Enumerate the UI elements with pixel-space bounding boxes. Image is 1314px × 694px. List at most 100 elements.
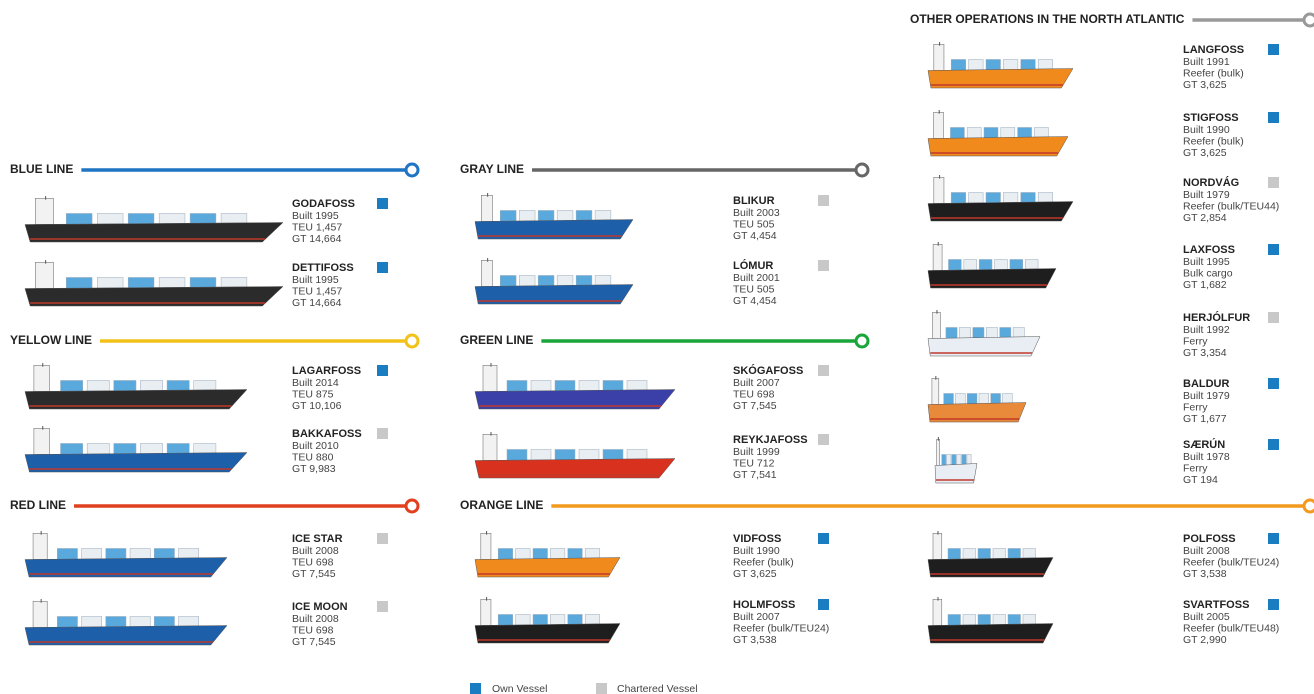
ship-illustration [928, 42, 1073, 88]
cargo [1003, 192, 1018, 203]
cargo [507, 449, 527, 460]
route-end [406, 500, 418, 512]
vessel-name: HERJÓLFUR [1183, 311, 1250, 324]
superstructure [934, 177, 944, 203]
vessel-detail: TEU 875 [292, 388, 334, 400]
cargo [533, 548, 548, 559]
vessel-detail: Built 1995 [292, 274, 339, 286]
vessel-name: GODAFOSS [292, 198, 355, 210]
ownership-marker [1268, 439, 1279, 450]
ownership-marker [377, 198, 388, 209]
page: Fleet {"sections":[ {"title":"BLUE LINE"… [0, 0, 1314, 694]
vessel-detail: Reefer (bulk/TEU24) [733, 622, 829, 634]
cargo [66, 277, 92, 288]
vessel-detail: GT 194 [1183, 474, 1218, 486]
vessel-detail: GT 7,541 [733, 469, 777, 481]
line-title: ORANGE LINE [460, 498, 543, 512]
cargo [538, 210, 554, 221]
vessel-detail: GT 7,545 [292, 636, 336, 648]
vessel-detail: Built 1992 [1183, 324, 1230, 336]
vessel-detail: GT 2,990 [1183, 634, 1227, 646]
ownership-marker [377, 262, 388, 273]
cargo [946, 327, 957, 338]
vessel-detail: TEU 698 [733, 388, 775, 400]
cargo [114, 380, 136, 391]
cargo [498, 548, 513, 559]
vessel-name: SÆRÚN [1183, 438, 1225, 451]
vessel-name: STIGFOSS [1183, 112, 1239, 124]
cargo [87, 380, 109, 391]
cargo [531, 449, 551, 460]
superstructure [937, 439, 940, 465]
ownership-marker [818, 533, 829, 544]
ownership-marker [818, 599, 829, 610]
line-title: GREEN LINE [460, 333, 533, 347]
cargo [97, 213, 123, 224]
cargo [61, 380, 83, 391]
line-title: BLUE LINE [10, 162, 73, 176]
cargo [948, 614, 961, 625]
vessel-name: LANGFOSS [1183, 44, 1244, 56]
vessel-detail: TEU 880 [292, 451, 334, 463]
cargo [159, 213, 185, 224]
cargo [82, 548, 102, 559]
legend-own-label: Own Vessel [492, 683, 547, 694]
cargo [948, 259, 961, 270]
vessel-detail: Reefer (bulk/TEU44) [1183, 200, 1279, 212]
cargo [550, 548, 565, 559]
cargo [964, 259, 977, 270]
ship-illustration [928, 175, 1073, 221]
cargo [531, 380, 551, 391]
ownership-marker [818, 365, 829, 376]
ship-illustration [475, 363, 675, 409]
vessel-detail: TEU 505 [733, 283, 775, 295]
line-title: GRAY LINE [460, 162, 524, 176]
ship-illustration [928, 597, 1053, 643]
vessel-detail: GT 14,664 [292, 233, 342, 245]
cargo [1001, 127, 1015, 138]
cargo [557, 275, 573, 286]
ownership-marker [377, 601, 388, 612]
ship-illustration [25, 599, 227, 645]
cargo [550, 614, 565, 625]
vessel-detail: Built 2001 [733, 272, 780, 284]
cargo [993, 614, 1006, 625]
vessel-detail: Reefer (bulk/TEU48) [1183, 622, 1279, 634]
cargo [498, 614, 513, 625]
cargo [97, 277, 123, 288]
ship-illustration [25, 196, 283, 242]
superstructure [481, 195, 492, 221]
vessel-name: DETTIFOSS [292, 262, 354, 274]
vessel-detail: TEU 712 [733, 457, 775, 469]
cargo [516, 548, 531, 559]
vessel-name: BALDUR [1183, 378, 1229, 390]
cargo [130, 616, 150, 627]
cargo [66, 213, 92, 224]
vessel-detail: GT 1,677 [1183, 413, 1227, 425]
cargo [957, 454, 961, 465]
cargo [140, 443, 162, 454]
ownership-marker [818, 434, 829, 445]
vessel-detail: Built 2005 [1183, 611, 1230, 623]
cargo [128, 213, 154, 224]
vessel-detail: GT 14,664 [292, 297, 342, 309]
vessel-detail: GT 4,454 [733, 230, 777, 242]
ship-illustration [475, 258, 633, 304]
cargo [978, 614, 991, 625]
vessel-detail: Ferry [1183, 335, 1208, 347]
cargo [538, 275, 554, 286]
cargo [947, 454, 951, 465]
vessel-detail: GT 10,106 [292, 400, 342, 412]
vessel-detail: Ferry [1183, 401, 1208, 413]
cargo [87, 443, 109, 454]
superstructure [483, 434, 497, 460]
vessel-name: NORDVÁG [1183, 176, 1239, 189]
ship-illustration [475, 597, 620, 643]
superstructure [33, 533, 47, 559]
cargo [951, 192, 966, 203]
cargo [557, 210, 573, 221]
vessel-detail: TEU 1,457 [292, 221, 342, 233]
vessel-name: ICE MOON [292, 601, 348, 613]
superstructure [934, 44, 944, 70]
cargo [519, 210, 535, 221]
